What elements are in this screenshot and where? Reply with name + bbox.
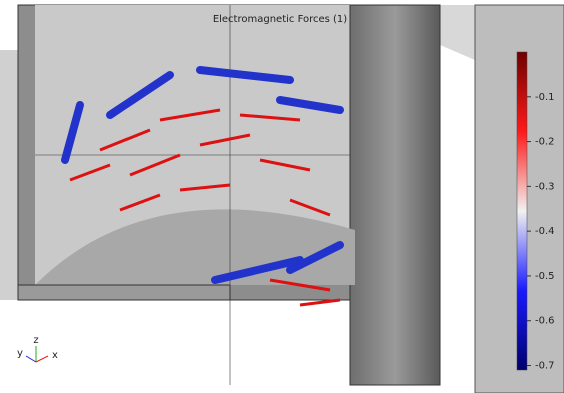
colorbar-tick-label: -0.5 xyxy=(535,271,555,282)
colorbar-tick-label: -0.6 xyxy=(535,316,555,327)
axis-label: x xyxy=(52,350,58,361)
chart-title: Electromagnetic Forces (1) xyxy=(213,14,347,25)
colorbar-tick-label: -0.2 xyxy=(535,137,555,148)
ledge xyxy=(18,285,230,300)
colorbar-tick-label: -0.3 xyxy=(535,181,555,192)
chart: Electromagnetic Forces (1) z x y -0.1 -0.… xyxy=(0,0,564,393)
axis-label: y xyxy=(17,348,23,359)
colorbar xyxy=(517,52,527,370)
left-block xyxy=(0,50,18,300)
colorbar-tick-label: -0.1 xyxy=(535,92,555,103)
colorbar-tick-label: -0.4 xyxy=(535,226,555,237)
colorbar-tick-label: -0.7 xyxy=(535,361,555,372)
cut-wall xyxy=(350,5,440,385)
scene: Electromagnetic Forces (1) xyxy=(0,0,564,393)
axis-label: z xyxy=(33,335,38,346)
